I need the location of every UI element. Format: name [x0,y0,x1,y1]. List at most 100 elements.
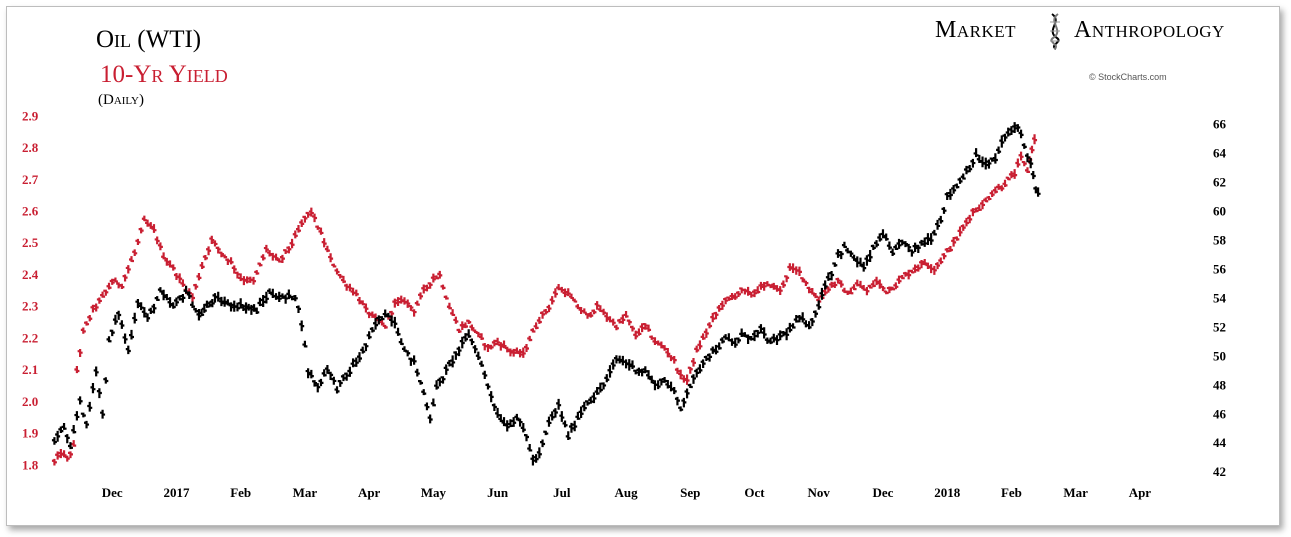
price-bar [161,252,167,260]
price-bar [382,309,388,318]
price-bar [488,344,494,350]
price-bar [607,365,613,378]
price-bar [405,350,411,357]
x-tick-label: Dec [102,485,123,500]
price-bar [260,254,266,261]
price-bar [414,300,420,306]
price-bar [886,286,892,294]
price-bar [915,244,921,254]
price-bar [511,417,517,427]
price-bar [418,292,424,300]
price-bar [739,328,745,337]
price-bar [983,197,989,203]
price-bar [684,374,690,385]
price-bar [305,211,311,218]
price-bar [154,236,160,245]
price-bar [915,264,921,272]
price-bar [960,173,966,180]
price-bar [906,243,912,253]
price-bar [919,239,925,246]
price-bar [164,257,170,266]
right-tick-label: 46 [1213,406,1227,421]
price-bar [565,431,571,441]
price-bar [501,340,507,349]
price-bar [363,343,369,352]
price-bar [919,260,925,269]
price-bar [822,280,828,290]
price-bar [957,177,963,184]
brand-logo-icon [1050,13,1060,50]
price-bar [909,249,915,257]
price-bar [572,420,578,432]
price-bar [784,275,790,283]
price-bar [466,329,472,338]
price-bar [829,281,835,288]
x-tick-label: Mar [293,485,318,500]
price-bar [556,398,562,410]
price-bar [787,322,793,333]
price-bar [93,303,99,312]
price-bar [479,333,485,341]
price-bar [902,241,908,248]
price-bar [138,302,144,311]
price-bar [989,190,995,198]
price-bar [180,294,186,303]
price-bar [832,281,838,289]
price-bar [132,312,138,324]
price-bar [312,213,318,223]
price-bar [315,225,321,230]
price-bar [963,165,969,175]
price-bar [581,401,587,412]
price-bar [125,265,131,274]
price-bar [912,264,918,273]
price-bar [395,327,401,336]
price-bar [604,312,610,322]
price-bar [183,285,189,294]
price-bar [446,359,452,367]
price-bar [324,245,330,253]
left-tick-label: 2.7 [22,172,39,187]
price-bar [1015,124,1021,132]
price-bar [289,238,295,249]
price-bar [257,262,263,267]
price-bar [148,222,154,229]
brand-right: Anthropology [1074,17,1225,43]
x-tick-label: May [421,485,447,500]
price-bar [963,217,969,227]
price-bar [832,262,838,267]
price-bar [732,293,738,300]
x-tick-label: Nov [808,485,831,500]
price-bar [1021,160,1027,167]
price-bar [613,324,619,331]
price-bar [395,297,401,307]
price-bar [768,284,774,289]
price-bar [199,262,205,270]
price-bar [462,333,468,342]
price-bar [55,430,61,442]
price-bar [234,302,240,312]
price-bar [681,397,687,408]
price-bar [925,233,931,245]
price-bar [1029,145,1035,154]
x-tick-label: Jun [487,485,509,500]
price-bar [912,242,918,253]
price-bar [793,314,799,323]
price-bar [655,380,661,390]
price-bar [996,183,1002,190]
price-bar [546,416,552,427]
right-tick-label: 66 [1213,116,1227,131]
price-bar [440,284,446,290]
price-bar [96,297,102,304]
price-bar [507,419,513,428]
price-bar [103,289,109,296]
price-bar [103,377,109,384]
price-bar [970,158,976,168]
price-bar [418,380,424,385]
price-bar [687,366,693,374]
price-bar [215,246,221,254]
price-bar [485,343,491,353]
price-bar [758,324,764,334]
price-bar [193,308,199,313]
price-bar [1015,158,1021,168]
right-tick-label: 60 [1213,203,1226,218]
